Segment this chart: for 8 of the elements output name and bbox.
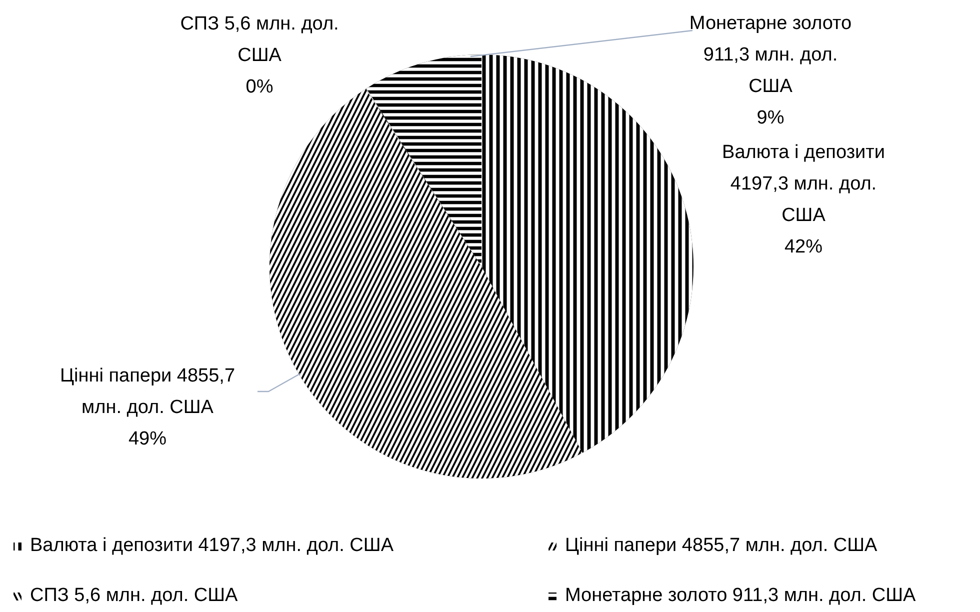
- data-label: СПЗ 5,6 млн. дол. США 0%: [180, 14, 339, 98]
- legend-label: Цінні папери 4855,7 млн. дол. США: [565, 535, 878, 557]
- data-label: Валюта і депозити 4197,3 млн. дол. США 42%: [722, 142, 885, 258]
- legend-label: Валюта і депозити 4197,3 млн. дол. США: [30, 535, 394, 557]
- data-label: Монетарне золото 911,3 млн. дол. США 9%: [689, 12, 852, 128]
- legend-label: Монетарне золото 911,3 млн. дол. США: [565, 585, 917, 607]
- data-label: Цінні папери 4855,7 млн. дол. США 49%: [60, 366, 236, 450]
- legend-label: СПЗ 5,6 млн. дол. США: [30, 585, 239, 607]
